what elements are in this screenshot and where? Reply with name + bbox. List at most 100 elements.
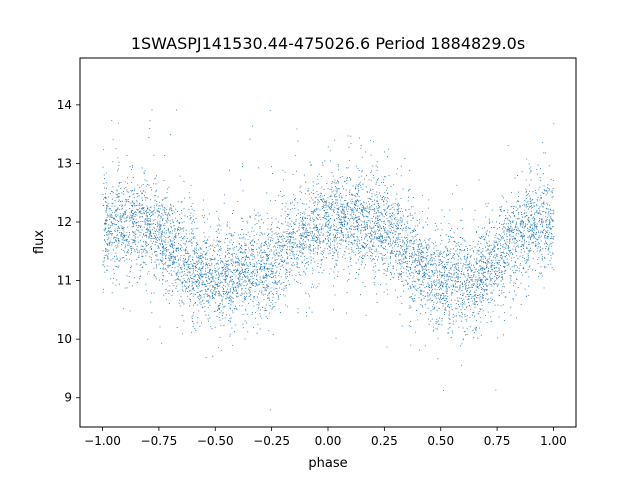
data-point	[523, 244, 525, 246]
data-point	[428, 199, 430, 201]
data-point	[335, 186, 336, 187]
data-point	[128, 191, 130, 193]
data-point	[364, 207, 366, 209]
data-point	[261, 290, 263, 292]
data-point	[275, 265, 276, 267]
data-point	[398, 259, 400, 261]
data-point	[491, 209, 493, 211]
data-point	[296, 257, 298, 258]
data-point	[336, 190, 338, 192]
data-point	[483, 238, 485, 240]
data-point	[478, 272, 479, 274]
data-point	[289, 209, 291, 210]
data-point	[470, 297, 472, 299]
data-point	[475, 261, 477, 263]
data-point	[333, 181, 335, 183]
data-point	[400, 259, 402, 261]
data-point	[221, 300, 223, 302]
data-point	[240, 247, 242, 248]
data-point	[237, 292, 239, 294]
data-point	[398, 278, 400, 280]
data-point	[128, 216, 130, 218]
data-point	[338, 182, 340, 184]
data-point	[328, 241, 330, 242]
data-point	[106, 207, 108, 209]
data-point	[223, 306, 225, 308]
data-point	[530, 214, 531, 216]
data-point	[394, 273, 395, 275]
data-point	[241, 293, 243, 295]
data-point	[332, 203, 334, 205]
data-point	[448, 272, 450, 274]
data-point	[194, 266, 196, 268]
data-point	[170, 240, 172, 241]
data-point	[337, 275, 338, 277]
data-point	[157, 196, 159, 198]
data-point	[538, 272, 540, 274]
data-point	[509, 238, 511, 240]
data-point	[119, 283, 120, 285]
data-point	[331, 199, 333, 200]
data-point	[127, 177, 128, 179]
data-point	[433, 247, 435, 249]
data-point	[483, 310, 485, 312]
data-point	[345, 167, 347, 169]
data-point	[443, 298, 445, 300]
data-point	[232, 265, 234, 267]
data-point	[528, 241, 530, 243]
data-point	[156, 189, 157, 191]
data-point	[212, 259, 214, 260]
data-point	[527, 259, 529, 261]
data-point	[106, 187, 107, 189]
data-point	[470, 256, 472, 258]
data-point	[104, 201, 106, 202]
data-point	[204, 254, 206, 255]
data-point	[156, 267, 157, 269]
data-point	[245, 268, 247, 270]
data-point	[415, 229, 416, 231]
data-point	[206, 240, 208, 241]
data-point	[252, 125, 253, 127]
data-point	[392, 233, 394, 234]
data-point	[117, 157, 119, 159]
data-point	[258, 247, 260, 249]
data-point	[139, 203, 141, 204]
data-point	[177, 266, 179, 267]
data-point	[537, 213, 539, 215]
data-point	[489, 252, 491, 254]
data-point	[253, 230, 255, 232]
data-point	[393, 277, 395, 279]
data-point	[321, 250, 323, 252]
data-point	[183, 259, 185, 261]
data-point	[200, 295, 202, 297]
data-point	[233, 273, 235, 275]
data-point	[346, 180, 348, 181]
data-point	[187, 286, 189, 287]
data-point	[489, 280, 491, 282]
data-point	[260, 268, 261, 269]
data-point	[336, 246, 338, 248]
data-point	[468, 275, 470, 276]
data-point	[152, 214, 154, 216]
data-point	[402, 240, 404, 242]
data-point	[131, 265, 133, 267]
data-point	[516, 201, 518, 202]
data-point	[309, 244, 311, 246]
data-point	[450, 235, 452, 237]
data-point	[193, 262, 195, 264]
data-point	[147, 230, 149, 232]
data-point	[453, 284, 454, 286]
data-point	[282, 169, 284, 171]
data-point	[285, 304, 287, 306]
data-point	[502, 279, 504, 280]
data-point	[460, 257, 462, 259]
data-point	[358, 216, 360, 217]
data-point	[169, 232, 171, 234]
data-point	[336, 182, 338, 184]
data-point	[416, 310, 417, 311]
data-point	[302, 248, 304, 250]
data-point	[253, 296, 255, 297]
data-point	[505, 262, 507, 264]
data-point	[356, 244, 358, 246]
data-point	[235, 305, 236, 307]
